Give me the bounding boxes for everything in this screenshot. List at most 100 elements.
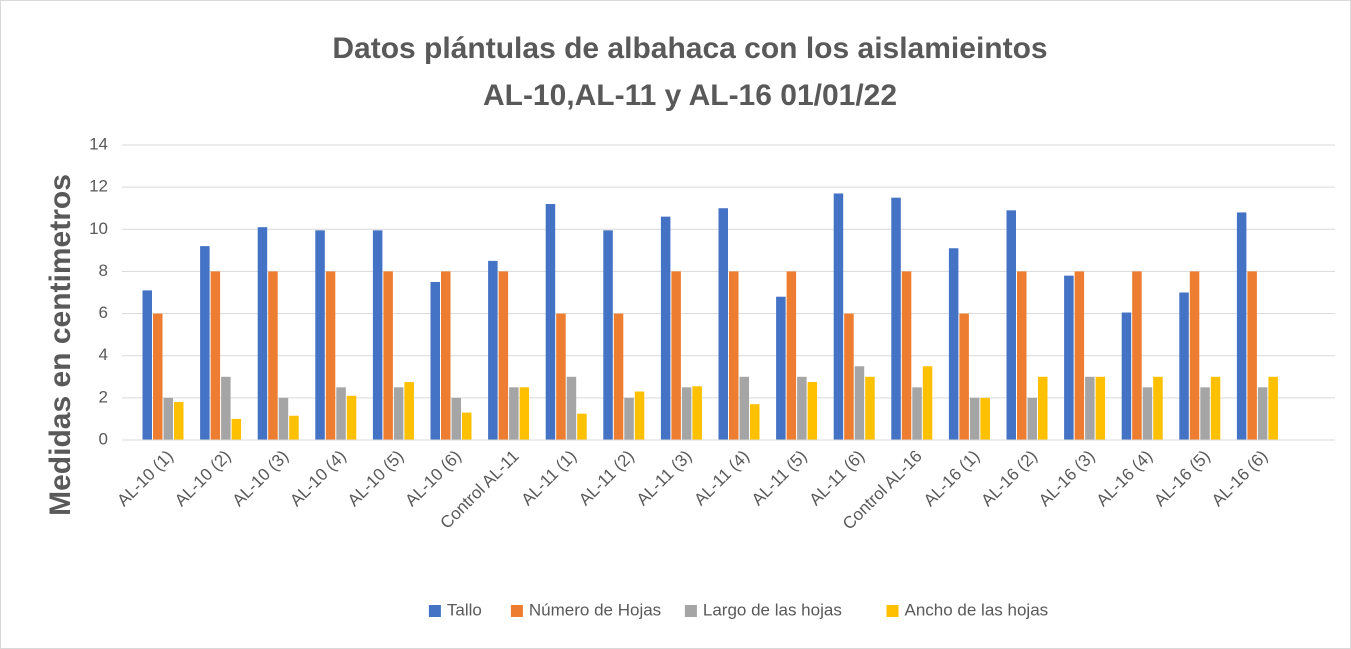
- bar: [980, 397, 990, 440]
- legend-swatch: [684, 605, 697, 617]
- bar: [1121, 312, 1132, 440]
- bar: [142, 290, 152, 440]
- legend-swatch: [886, 605, 899, 617]
- bar: [346, 395, 357, 440]
- bar: [1268, 376, 1278, 440]
- bar: [462, 412, 472, 440]
- bar: [174, 402, 184, 440]
- bar: [163, 397, 173, 440]
- bar: [681, 387, 692, 440]
- bar: [393, 387, 404, 440]
- y-tick-label: 0: [99, 429, 108, 448]
- bar: [1074, 271, 1085, 440]
- bar: [750, 404, 760, 440]
- bar: [404, 382, 414, 440]
- bar: [692, 386, 702, 440]
- bar: [833, 193, 844, 440]
- bar: [634, 391, 645, 440]
- bar: [1210, 376, 1221, 440]
- y-tick-label: 12: [89, 177, 108, 196]
- bar: [969, 397, 980, 440]
- bar: [1085, 376, 1095, 440]
- bar: [1236, 212, 1247, 440]
- bar: [603, 230, 613, 440]
- bar: [1038, 376, 1048, 440]
- bar: [372, 230, 383, 440]
- bar: [1027, 397, 1037, 440]
- y-tick-label: 6: [99, 303, 108, 322]
- legend-label: Ancho de las hojas: [905, 600, 1049, 619]
- bar: [257, 227, 268, 440]
- bar: [488, 260, 498, 440]
- bar: [1095, 376, 1106, 440]
- legend-label: Número de Hojas: [529, 600, 661, 619]
- bar: [959, 313, 969, 440]
- y-tick-label: 14: [89, 134, 108, 153]
- legend-swatch: [428, 605, 441, 617]
- y-tick-label: 4: [99, 345, 108, 364]
- y-axis-label: Medidas en centimetros: [44, 174, 77, 516]
- bar: [577, 413, 587, 440]
- bar: [718, 208, 728, 440]
- bar: [671, 271, 681, 440]
- bar: [1247, 271, 1257, 440]
- bar: [776, 296, 786, 440]
- bar: [624, 397, 634, 440]
- bar: [1153, 376, 1163, 440]
- bar: [1006, 210, 1016, 440]
- bar: [660, 216, 671, 440]
- bar: [451, 397, 461, 440]
- bar: [221, 376, 231, 440]
- bar: [336, 387, 346, 440]
- bar: [509, 387, 519, 440]
- y-tick-label: 10: [89, 219, 108, 238]
- bar: [729, 271, 739, 440]
- bar: [153, 313, 163, 440]
- bar: [545, 204, 556, 440]
- bar: [613, 313, 624, 440]
- chart-title: Datos plántulas de albahaca con los aisl…: [332, 32, 1047, 65]
- bar: [1200, 387, 1210, 440]
- legend-swatch: [510, 605, 523, 617]
- chart-title: AL-10,AL-11 y AL-16 01/01/22: [483, 79, 897, 112]
- bar: [566, 376, 577, 440]
- bar: [315, 230, 325, 440]
- bar: [891, 197, 901, 440]
- bar: [278, 397, 289, 440]
- bar: [948, 248, 959, 440]
- bar: [1179, 292, 1189, 440]
- bar: [1132, 271, 1142, 440]
- bar: [1142, 387, 1153, 440]
- bar: [498, 271, 509, 440]
- bar: [383, 271, 393, 440]
- legend-label: Tallo: [447, 600, 482, 619]
- bar: [430, 281, 440, 440]
- legend-label: Largo de las hojas: [703, 600, 842, 619]
- bar: [922, 366, 933, 440]
- bar: [786, 271, 797, 440]
- bar: [854, 366, 865, 440]
- bar: [289, 415, 299, 440]
- bar: [797, 376, 807, 440]
- bar: [912, 387, 922, 440]
- bar: [1189, 271, 1200, 440]
- bar: [231, 418, 242, 440]
- bar: [807, 382, 818, 440]
- bar: [739, 376, 749, 440]
- bar: [556, 313, 566, 440]
- bar: [441, 271, 451, 440]
- bar: [1257, 387, 1268, 440]
- bar: [1017, 271, 1027, 440]
- bar: [325, 271, 336, 440]
- bar: [865, 376, 875, 440]
- bar: [210, 271, 221, 440]
- bar: [1064, 275, 1074, 440]
- y-tick-label: 8: [99, 261, 108, 280]
- bar: [268, 271, 278, 440]
- bar: [844, 313, 854, 440]
- bar: [200, 246, 210, 440]
- bar: [901, 271, 912, 440]
- y-tick-label: 2: [99, 387, 108, 406]
- bar: [519, 387, 530, 440]
